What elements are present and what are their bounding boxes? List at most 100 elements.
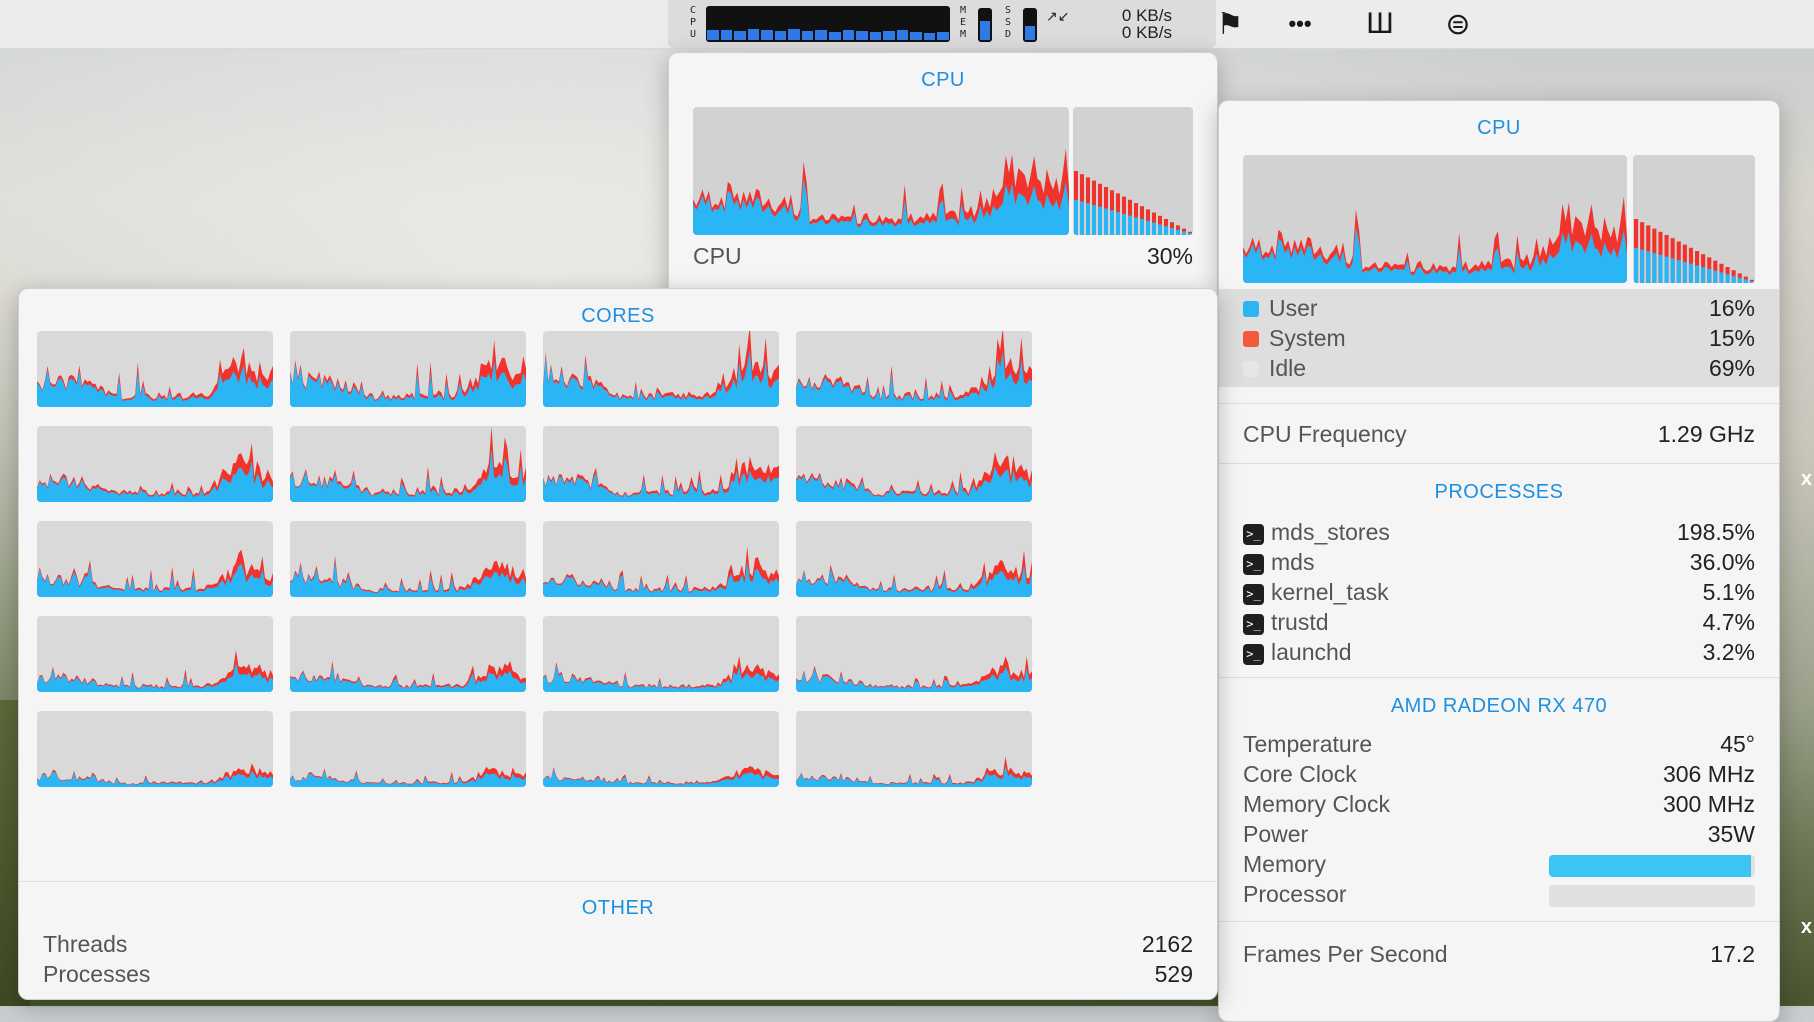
cpu-mini-bar <box>734 31 746 40</box>
core-user-bar <box>1080 201 1084 235</box>
core-user-bar <box>1670 258 1675 283</box>
process-name: kernel_task <box>1271 579 1389 605</box>
core-usage-chart <box>543 331 779 407</box>
hub-icon[interactable]: Ш <box>1366 7 1394 40</box>
threads-row: Threads 2162 <box>43 931 1193 958</box>
flag-icon[interactable]: ⚑ <box>1216 7 1244 41</box>
process-name: trustd <box>1271 609 1329 635</box>
core-usage-chart <box>796 426 1032 502</box>
core-user-bar <box>1122 213 1126 235</box>
core-user-bar <box>1719 272 1724 283</box>
core-user-bar <box>1134 217 1138 235</box>
cpu-mini-bar <box>815 30 827 40</box>
cpu-mini-bar <box>707 30 719 40</box>
user-usage-area <box>543 470 779 502</box>
core-usage-chart <box>796 711 1032 787</box>
gpu-value: 300 MHz <box>1662 791 1755 817</box>
cpu-panel-history-chart <box>1243 155 1627 283</box>
user-usage-area <box>290 665 526 692</box>
menu-bar: C P U M E M S S D ↗↙ 0 KB/s 0 KB/s ⚑ •••… <box>0 0 1814 49</box>
cpu-mini-bar <box>883 31 895 40</box>
gpu-row: Memory Clock 300 MHz <box>1243 791 1755 818</box>
cpu-popover-label: CPU <box>693 243 742 269</box>
core-user-bar <box>1164 226 1168 235</box>
core-user-bar <box>1140 219 1144 235</box>
cpu-mini-label-c: C <box>689 5 697 16</box>
cpu-popover-value: 30% <box>1146 243 1193 269</box>
cpu-mini-bar <box>856 31 868 40</box>
process-row[interactable]: trustd 4.7% <box>1271 609 1755 636</box>
system-usage-area <box>37 549 273 597</box>
ssd-mini-label-d: D <box>1004 29 1012 40</box>
core-usage-chart <box>37 426 273 502</box>
process-row[interactable]: mds 36.0% <box>1271 549 1755 576</box>
system-usage-area <box>290 340 526 407</box>
user-usage-area <box>543 561 779 597</box>
core-user-bar <box>1092 205 1096 235</box>
cpu-mini-label-p: P <box>689 17 697 28</box>
cpu-mini-graph[interactable] <box>706 6 950 42</box>
terminal-icon: >_ <box>1243 554 1264 575</box>
process-row[interactable]: mds_stores 198.5% <box>1271 519 1755 546</box>
core-user-bar <box>1688 263 1693 283</box>
system-usage-area <box>796 331 1032 407</box>
gpu-row: Temperature 45° <box>1243 731 1755 758</box>
cpu-mini-bar <box>842 30 855 40</box>
cpu-popover: CPU CPU 30% <box>668 52 1218 314</box>
processes-title: PROCESSES <box>1434 481 1564 503</box>
cpu-frequency-row: CPU Frequency 1.29 GHz <box>1243 421 1755 448</box>
mem-mini-label-e: E <box>959 17 967 28</box>
core-usage-chart <box>796 616 1032 692</box>
processes-label: Processes <box>43 961 151 987</box>
process-usage: 36.0% <box>1689 549 1755 575</box>
user-usage-area <box>37 563 273 597</box>
processes-row: Processes 529 <box>43 961 1193 988</box>
core-usage-chart <box>796 331 1032 407</box>
cpu-mini-bar <box>788 29 800 40</box>
fps-value: 17.2 <box>1710 941 1755 967</box>
legend-label: System <box>1269 325 1346 351</box>
more-icon[interactable]: ••• <box>1288 11 1312 36</box>
core-usage-chart <box>37 521 273 597</box>
threads-label: Threads <box>43 931 128 957</box>
core-user-bar <box>1182 231 1186 235</box>
memory-mini-bar[interactable] <box>978 8 992 42</box>
divider <box>1219 463 1779 464</box>
network-download-speed: 0 KB/s <box>1121 23 1172 42</box>
user-usage-area <box>543 664 779 692</box>
system-usage-area <box>543 656 779 692</box>
user-usage-area <box>37 662 273 692</box>
core-usage-chart <box>543 711 779 787</box>
process-row[interactable]: launchd 3.2% <box>1271 639 1755 666</box>
process-row[interactable]: kernel_task 5.1% <box>1271 579 1755 606</box>
ssd-mini-bar[interactable] <box>1023 8 1037 42</box>
fps-row: Frames Per Second 17.2 <box>1243 941 1755 968</box>
system-usage-area <box>796 550 1032 597</box>
cpu-mini-bar <box>923 32 936 40</box>
core-user-bar <box>1110 210 1114 235</box>
core-user-bar <box>1713 270 1718 283</box>
core-user-bar <box>1664 256 1669 283</box>
process-usage: 4.7% <box>1702 609 1755 635</box>
core-user-bar <box>1146 220 1150 235</box>
user-usage-area <box>290 770 526 787</box>
network-speed[interactable]: 0 KB/s 0 KB/s <box>1110 7 1172 41</box>
core-usage-chart <box>290 711 526 787</box>
user-usage-area <box>796 667 1032 692</box>
core-user-bar <box>1676 260 1681 283</box>
gpu-row: Core Clock 306 MHz <box>1243 761 1755 788</box>
idle-color-swatch <box>1243 361 1259 377</box>
control-center-icon[interactable]: ⊜ <box>1445 7 1471 41</box>
core-user-bar <box>1086 203 1090 235</box>
gpu-row: Power 35W <box>1243 821 1755 848</box>
desktop-edge-text: x <box>1800 916 1812 938</box>
cpu-mini-bar <box>937 31 949 40</box>
user-usage-area <box>290 359 526 407</box>
legend-value: 69% <box>1708 355 1755 381</box>
core-usage-chart <box>796 521 1032 597</box>
core-user-bar <box>1116 212 1120 235</box>
legend-row-user: User 16% <box>1269 295 1755 322</box>
cpu-panel-bars-chart <box>1633 155 1755 283</box>
cpu-mini-bar <box>720 29 733 40</box>
gpu-bar-label: Memory <box>1243 851 1327 877</box>
